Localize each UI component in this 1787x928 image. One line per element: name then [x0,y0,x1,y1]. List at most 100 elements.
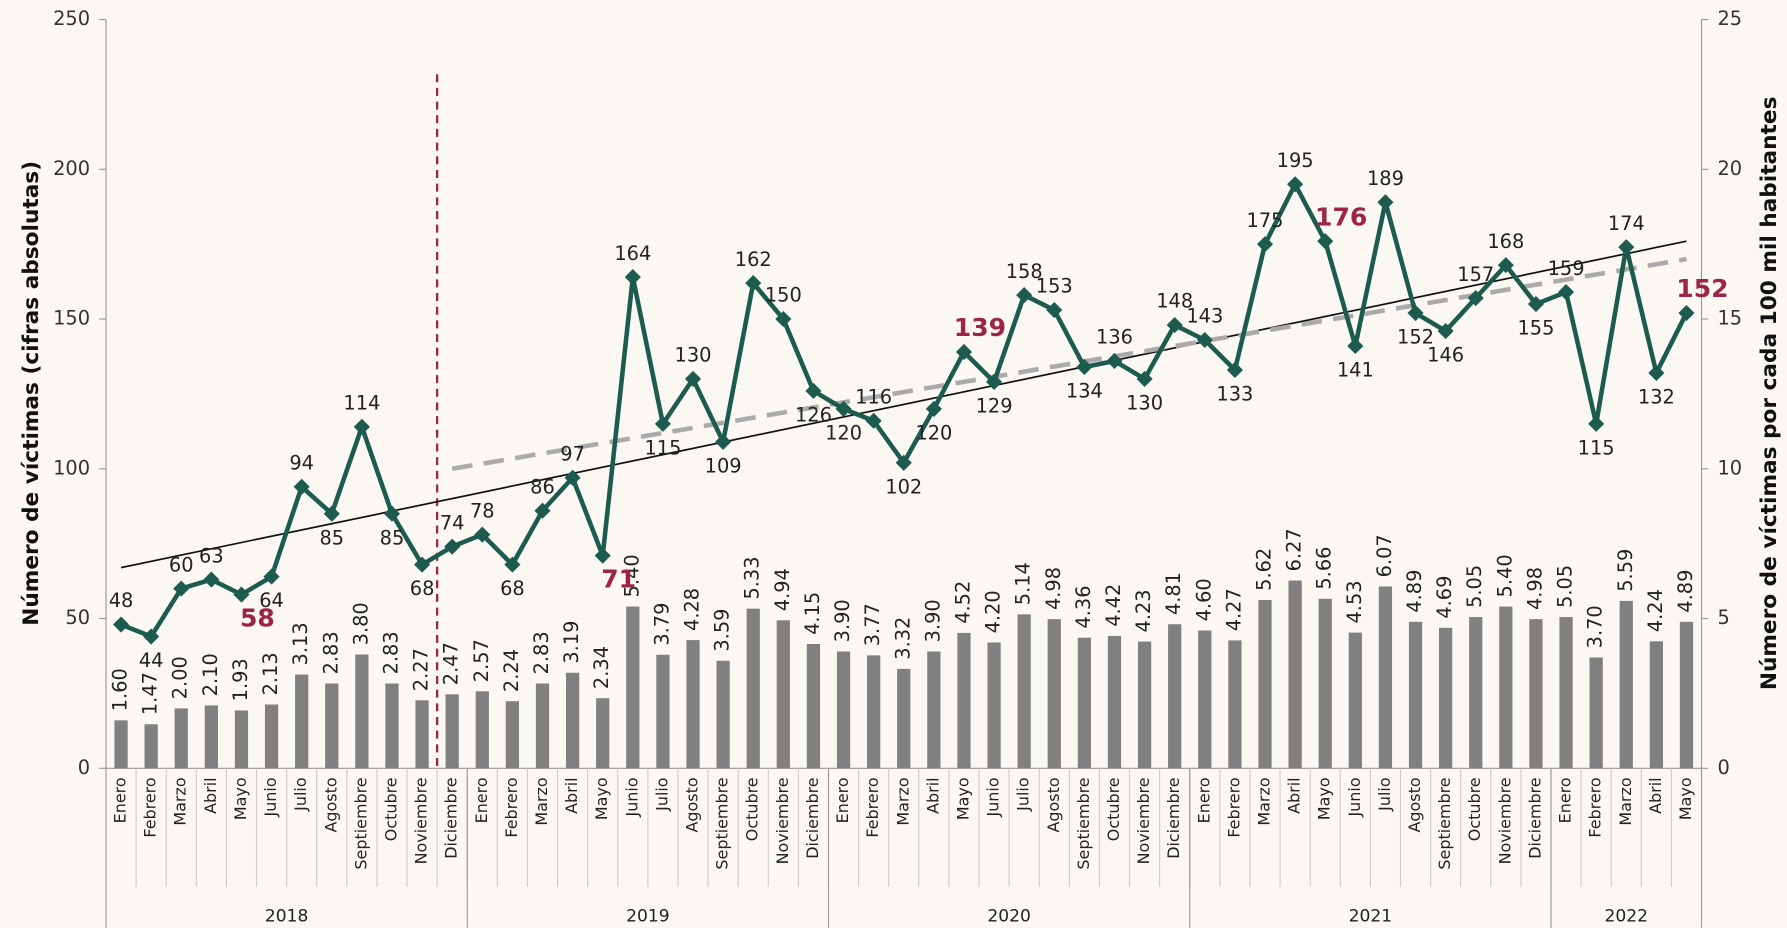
bar-label: 2.47 [440,642,463,685]
point [1166,316,1183,334]
x-tick-label: Julio [1375,777,1394,811]
point-label: 146 [1427,344,1464,367]
x-tick-label: Junio [1345,777,1364,817]
x-tick-label: Agosto [321,777,340,832]
bar-label: 3.80 [349,602,372,645]
x-tick-label: Noviembre [1495,777,1514,864]
bar-label: 4.81 [1162,572,1185,615]
bar [1198,630,1212,769]
bar-label: 4.98 [1042,567,1065,610]
point-label: 44 [139,649,164,672]
x-tick-label: Marzo [1616,777,1635,825]
bar-label: 5.40 [1493,554,1516,597]
point [323,505,340,522]
point [1377,194,1394,211]
x-tick-label: Mayo [231,777,250,820]
bar-label: 2.10 [199,653,222,696]
bar-label: 4.89 [1674,570,1697,613]
bar [1137,641,1152,769]
x-tick-label: Abril [1646,777,1665,813]
year-label: 2019 [626,906,669,926]
point [1287,176,1304,193]
bar [505,701,520,769]
bar-label: 5.66 [1313,547,1336,590]
point [1016,287,1033,304]
point [1557,284,1575,301]
x-tick-label: Junio [261,777,280,817]
point-label: 132 [1638,386,1675,409]
point-label: 189 [1367,167,1404,190]
x-tick-label: Noviembre [773,777,792,864]
bar-label: 5.14 [1012,562,1035,605]
x-tick-label: Julio [291,777,310,811]
bar [1288,580,1302,769]
point-label: 116 [855,386,892,409]
point-label: 115 [1578,436,1615,459]
bar [1469,617,1483,769]
x-tick-label: Enero [472,777,491,823]
x-tick-label: Octubre [1465,777,1484,841]
point-label: 158 [1006,260,1043,283]
point [1347,337,1364,355]
bar-label: 3.59 [711,609,734,652]
bar [1408,621,1423,769]
point-label: 85 [380,526,405,549]
bar [987,642,1001,769]
bar [475,691,489,769]
point-label: 195 [1277,149,1314,172]
point-label: 63 [199,544,224,567]
x-tick-label: Agosto [1405,777,1424,832]
point [1497,257,1514,274]
x-tick-label: Diciembre [1164,777,1183,858]
x-tick-label: Julio [1014,777,1033,811]
y-axis-label: Número de víctimas (cifras absolutas) [19,161,44,626]
bar [1559,617,1573,769]
bar-label: 1.93 [229,658,252,701]
point-label: 141 [1337,359,1374,382]
bar-label: 4.94 [771,568,794,611]
point [715,433,732,450]
point [835,400,852,417]
bar [1649,641,1663,769]
x-tick-label: Noviembre [412,777,431,864]
point-label: 85 [319,526,344,549]
y-tick-label: 150 [53,307,90,330]
point [1678,304,1695,322]
point [353,418,370,435]
point-label: 64 [259,589,284,612]
bar [1619,600,1633,769]
point-label: 68 [410,577,435,600]
point-label: 133 [1216,383,1253,406]
x-tick-label: Agosto [683,777,702,832]
bar [927,651,941,769]
point [865,412,882,429]
bar [1499,606,1513,769]
point-label: 139 [954,313,1006,342]
x-tick-label: Mayo [953,777,972,820]
x-tick-label: Marzo [171,777,190,825]
x-tick-label: Septiembre [713,777,732,869]
bar-label: 4.60 [1192,578,1215,621]
point [203,571,220,588]
bar [1077,637,1092,769]
point-label: 168 [1487,230,1524,253]
x-tick-label: Febrero [1224,777,1243,837]
y2-tick-label: 10 [1717,456,1742,479]
bar [385,683,399,769]
point [955,343,973,361]
bar-label: 2.24 [500,649,523,692]
point-label: 174 [1608,212,1645,235]
point [1648,364,1665,382]
bar-label: 4.89 [1403,570,1426,613]
point-label: 74 [440,511,465,534]
x-tick-label: Marzo [532,777,551,825]
y-tick-label: 50 [65,606,90,629]
bar-label: 3.13 [289,622,312,665]
point [684,370,702,387]
bar-label: 5.33 [741,556,764,599]
bar-label: 5.40 [620,554,643,597]
x-tick-label: Septiembre [1074,777,1093,869]
bar [746,608,760,769]
trendline [120,240,1687,569]
x-tick-label: Octubre [1104,777,1123,841]
